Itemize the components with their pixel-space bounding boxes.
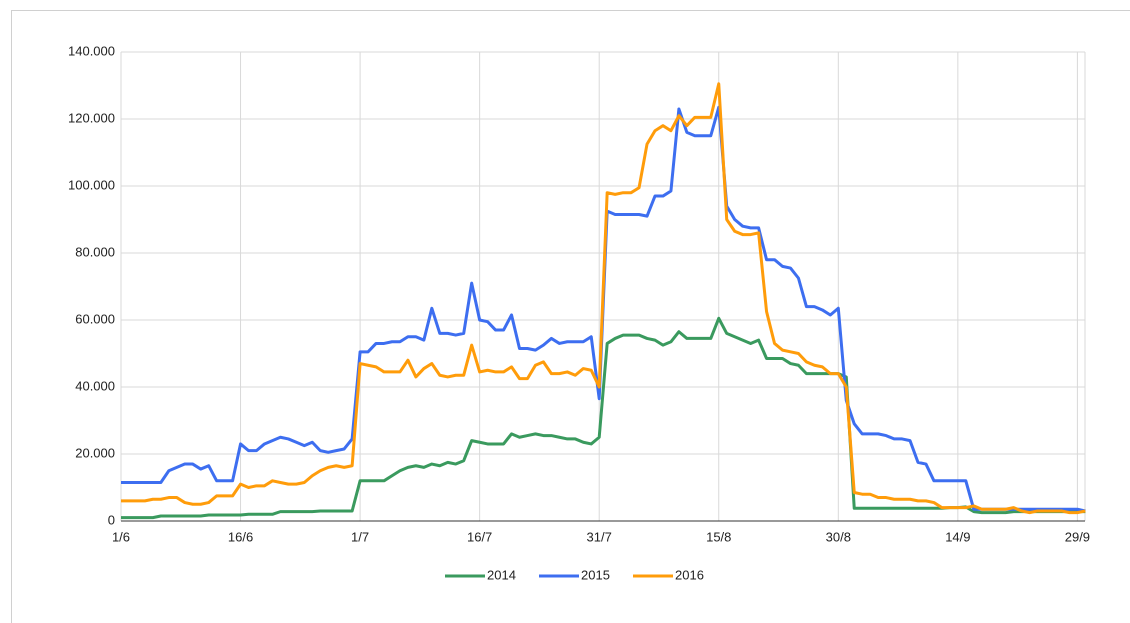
x-tick-label: 29/9	[1065, 529, 1090, 544]
x-tick-label: 1/6	[112, 529, 130, 544]
y-tick-label: 60.000	[75, 311, 115, 326]
y-tick-label: 40.000	[75, 378, 115, 393]
y-tick-label: 100.000	[68, 177, 115, 192]
line-series	[121, 316, 1086, 520]
y-tick-label: 140.000	[68, 43, 115, 58]
x-tick-label: 1/7	[351, 529, 369, 544]
x-tick-label: 16/6	[228, 529, 253, 544]
y-tick-label: 0	[108, 512, 115, 527]
legend-label: 2016	[675, 567, 704, 582]
legend-label: 2015	[581, 567, 610, 582]
y-tick-label: 80.000	[75, 244, 115, 259]
x-tick-label: 30/8	[826, 529, 851, 544]
y-tick-label: 20.000	[75, 445, 115, 460]
x-tick-label: 15/8	[706, 529, 731, 544]
y-tick-label: 120.000	[68, 110, 115, 125]
legend-label: 2014	[487, 567, 516, 582]
x-tick-label: 31/7	[587, 529, 612, 544]
line-series	[121, 82, 1086, 515]
x-tick-label: 14/9	[945, 529, 970, 544]
x-tick-label: 16/7	[467, 529, 492, 544]
